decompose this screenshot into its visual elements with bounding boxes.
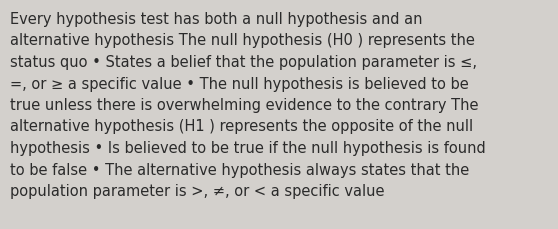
Text: status quo • States a belief that the population parameter is ≤,: status quo • States a belief that the po… — [10, 55, 477, 70]
Text: to be false • The alternative hypothesis always states that the: to be false • The alternative hypothesis… — [10, 162, 469, 177]
Text: =, or ≥ a specific value • The null hypothesis is believed to be: =, or ≥ a specific value • The null hypo… — [10, 76, 469, 91]
Text: population parameter is >, ≠, or < a specific value: population parameter is >, ≠, or < a spe… — [10, 183, 384, 198]
Text: hypothesis • Is believed to be true if the null hypothesis is found: hypothesis • Is believed to be true if t… — [10, 140, 486, 155]
Text: alternative hypothesis (H1 ) represents the opposite of the null: alternative hypothesis (H1 ) represents … — [10, 119, 473, 134]
Text: alternative hypothesis The null hypothesis (H0 ) represents the: alternative hypothesis The null hypothes… — [10, 33, 475, 48]
Text: true unless there is overwhelming evidence to the contrary The: true unless there is overwhelming eviden… — [10, 98, 479, 112]
Text: Every hypothesis test has both a null hypothesis and an: Every hypothesis test has both a null hy… — [10, 12, 422, 27]
